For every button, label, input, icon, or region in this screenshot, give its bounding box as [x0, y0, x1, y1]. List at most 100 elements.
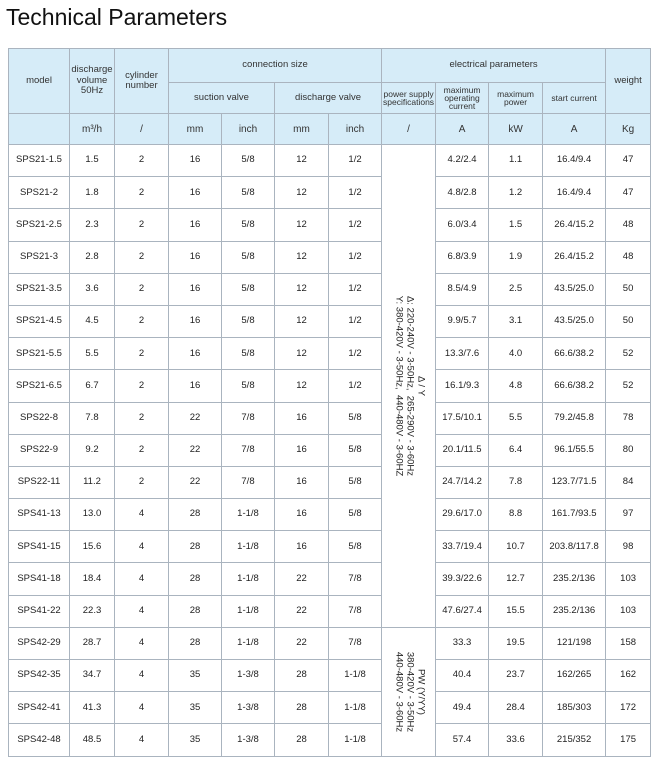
value-cell: 16 [274, 401, 329, 435]
value-cell: 47 [605, 176, 652, 210]
value-cell: 2 [114, 304, 169, 339]
value-cell: 162 [605, 658, 652, 693]
value-cell: 5/8 [221, 337, 275, 371]
unit-cell: A [435, 113, 490, 145]
table-row: SPS41-18 18.4 4 28 1-1/8 22 7/8 39.3/22.6 12.7 23… [8, 562, 652, 596]
value-cell: 20.1/11.5 [435, 433, 490, 467]
header-power-supply: power supply specifications [381, 82, 437, 114]
model-cell: SPS21-4.5 [8, 304, 70, 339]
value-cell: 4 [114, 498, 169, 532]
value-cell: 22 [274, 594, 329, 628]
value-cell: 1/2 [327, 240, 383, 274]
table-row: SPS22-11 11.2 2 22 7/8 16 5/8 24.7/14.2 7.8 123.7… [8, 465, 652, 500]
value-cell: 1-3/8 [221, 691, 275, 725]
value-cell: 4 [114, 723, 169, 757]
unit-cell: mm [168, 113, 222, 145]
value-cell: 172 [605, 691, 652, 725]
value-cell: 185/303 [542, 691, 607, 725]
value-cell: 28 [168, 626, 222, 661]
value-cell: 50 [605, 272, 652, 306]
value-cell: 9.9/5.7 [435, 304, 490, 339]
value-cell: 17.5/10.1 [435, 401, 490, 435]
value-cell: 7/8 [327, 594, 383, 628]
value-cell: 1-1/8 [221, 594, 275, 628]
value-cell: 1/2 [327, 176, 383, 210]
header-max-power: maximum power [488, 82, 544, 114]
model-cell: SPS21-3.5 [8, 272, 70, 306]
value-cell: 12 [274, 304, 329, 339]
value-cell: 23.7 [488, 658, 544, 693]
model-cell: SPS41-15 [8, 530, 70, 564]
unit-cell: kW [488, 113, 544, 145]
value-cell: 2 [114, 465, 169, 500]
model-cell: SPS41-18 [8, 562, 70, 596]
model-cell: SPS21-6.5 [8, 369, 70, 403]
value-cell: 6.0/3.4 [435, 208, 490, 242]
power-supply-line: PW (Y/YY) [414, 668, 426, 715]
value-cell: 175 [605, 723, 652, 757]
value-cell: 7/8 [221, 465, 275, 500]
value-cell: 79.2/45.8 [542, 401, 607, 435]
value-cell: 4.8 [488, 369, 544, 403]
value-cell: 16 [168, 143, 222, 178]
power-supply-cell: PW (Y/YY) 380-420V - 3-50Hz 440-480V - 3-6… [381, 626, 437, 757]
value-cell: 5/8 [327, 530, 383, 564]
table-row: SPS21-6.5 6.7 2 16 5/8 12 1/2 16.1/9.3 4.8 66.6/3… [8, 369, 652, 403]
value-cell: 103 [605, 594, 652, 628]
value-cell: 28 [274, 658, 329, 693]
value-cell: 40.4 [435, 658, 490, 693]
value-cell: 28 [168, 562, 222, 596]
value-cell: 1-1/8 [327, 691, 383, 725]
value-cell: 1-1/8 [327, 723, 383, 757]
value-cell: 103 [605, 562, 652, 596]
header-connection-size: connection size [167, 48, 383, 83]
value-cell: 12 [274, 208, 329, 242]
table-row: SPS21-5.5 5.5 2 16 5/8 12 1/2 13.3/7.6 4.0 66.6/3… [8, 337, 652, 371]
value-cell: 1.2 [488, 176, 544, 210]
value-cell: 1/2 [327, 272, 383, 306]
value-cell: 78 [605, 401, 652, 435]
model-cell: SPS42-29 [8, 626, 70, 661]
power-supply-line: Δ / Y [414, 375, 426, 396]
value-cell: 123.7/71.5 [542, 465, 607, 500]
value-cell: 26.4/15.2 [542, 208, 607, 242]
value-cell: 3.1 [488, 304, 544, 339]
table-row: SPS42-29 28.7 4 28 1-1/8 22 7/8 PW (Y/YY) 380-42… [8, 626, 652, 757]
value-cell: 203.8/117.8 [542, 530, 607, 564]
unit-cell: / [381, 113, 437, 145]
value-cell: 11.2 [69, 465, 115, 500]
value-cell: 52 [605, 337, 652, 371]
model-cell: SPS21-5.5 [8, 337, 70, 371]
value-cell: 5/8 [327, 401, 383, 435]
header-max-operating-current: maximum operating current [435, 82, 490, 114]
value-cell: 13.3/7.6 [435, 337, 490, 371]
value-cell: 98 [605, 530, 652, 564]
value-cell: 48.5 [69, 723, 115, 757]
model-cell: SPS41-13 [8, 498, 70, 532]
model-cell: SPS22-9 [8, 433, 70, 467]
value-cell: 22 [168, 465, 222, 500]
value-cell: 8.8 [488, 498, 544, 532]
value-cell: 1-1/8 [221, 498, 275, 532]
power-supply-line: 440-480V - 3-60Hz [393, 651, 405, 732]
value-cell: 16 [274, 433, 329, 467]
unit-cell: inch [221, 113, 275, 145]
model-cell: SPS21-2.5 [8, 208, 70, 242]
value-cell: 5/8 [221, 240, 275, 274]
value-cell: 5.5 [488, 401, 544, 435]
value-cell: 235.2/136 [542, 562, 607, 596]
value-cell: 52 [605, 369, 652, 403]
value-cell: 5/8 [221, 304, 275, 339]
value-cell: 16 [168, 272, 222, 306]
model-cell: SPS42-35 [8, 658, 70, 693]
header-suction-valve: suction valve [168, 82, 275, 114]
table-row: SPS42-41 41.3 4 35 1-3/8 28 1-1/8 49.4 28.4 185/3… [8, 691, 652, 725]
model-cell: SPS41-22 [8, 594, 70, 628]
value-cell: 5/8 [221, 176, 275, 210]
value-cell: 16 [168, 208, 222, 242]
value-cell: 16 [168, 304, 222, 339]
value-cell: 12 [274, 272, 329, 306]
table-row: SPS42-48 48.5 4 35 1-3/8 28 1-1/8 57.4 33.6 215/3… [8, 723, 652, 757]
value-cell: 24.7/14.2 [435, 465, 490, 500]
value-cell: 43.5/25.0 [542, 304, 607, 339]
